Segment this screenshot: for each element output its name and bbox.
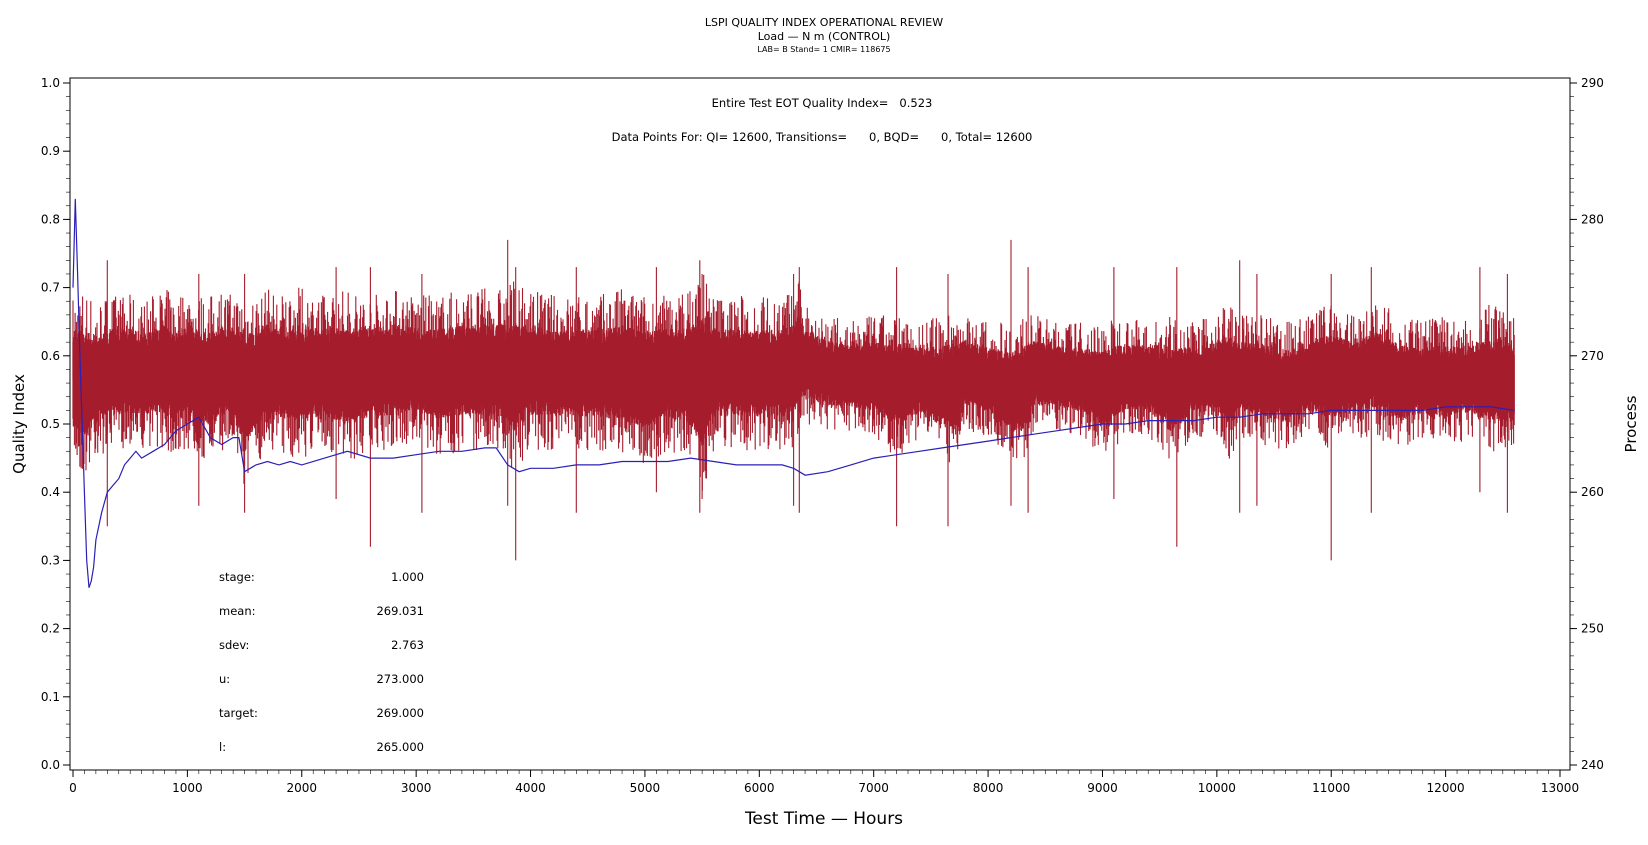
x-tick-label: 8000 bbox=[973, 781, 1004, 795]
y-right-tick-label: 240 bbox=[1581, 758, 1604, 772]
x-tick-label: 4000 bbox=[515, 781, 546, 795]
y-axis-right-label: Process bbox=[1622, 395, 1640, 452]
y-right-tick-label: 270 bbox=[1581, 349, 1604, 363]
y-left-tick-label: 0.8 bbox=[41, 212, 60, 226]
stats-value: 265.000 bbox=[376, 740, 424, 754]
y-left-tick-label: 0.7 bbox=[41, 281, 60, 295]
x-tick-label: 0 bbox=[69, 781, 77, 795]
y-left-tick-label: 0.9 bbox=[41, 144, 60, 158]
y-left-tick-label: 0.0 bbox=[41, 758, 60, 772]
y-left-tick-label: 0.4 bbox=[41, 485, 60, 499]
x-axis: 0 1000 2000 3000 4000 5000 6000 7000 8000 9000 100… bbox=[69, 770, 1579, 795]
x-tick-label: 13000 bbox=[1541, 781, 1579, 795]
y-right-tick-label: 250 bbox=[1581, 622, 1604, 636]
stats-label: mean: bbox=[219, 604, 256, 618]
stats-value: 273.000 bbox=[376, 672, 424, 686]
x-tick-label: 1000 bbox=[172, 781, 203, 795]
y-axis-right: 240 250 260 270 280 290 bbox=[1570, 76, 1604, 772]
y-left-tick-label: 0.1 bbox=[41, 690, 60, 704]
y-axis-left: 0.0 0.1 0.2 0.3 0.4 0.5 0.6 0.7 0.8 0.9 1.0 bbox=[41, 76, 70, 772]
x-tick-label: 12000 bbox=[1427, 781, 1465, 795]
stats-label: l: bbox=[219, 740, 226, 754]
y-right-tick-label: 280 bbox=[1581, 212, 1604, 226]
annotation-eot-quality-index: Entire Test EOT Quality Index= 0.523 bbox=[712, 96, 933, 110]
annotation-data-points: Data Points For: QI= 12600, Transitions=… bbox=[612, 130, 1033, 144]
stats-value: 1.000 bbox=[391, 570, 424, 584]
y-left-tick-label: 0.3 bbox=[41, 553, 60, 567]
y-right-tick-label: 260 bbox=[1581, 485, 1604, 499]
chart-subtitle: Load — N m (CONTROL) bbox=[758, 30, 891, 43]
y-left-tick-label: 0.6 bbox=[41, 349, 60, 363]
stats-label: stage: bbox=[219, 570, 255, 584]
x-tick-label: 11000 bbox=[1312, 781, 1350, 795]
quality-index-series bbox=[72, 198, 1515, 588]
process-series bbox=[72, 239, 1515, 561]
x-tick-label: 3000 bbox=[401, 781, 432, 795]
x-tick-label: 5000 bbox=[630, 781, 661, 795]
x-axis-label: Test Time — Hours bbox=[744, 809, 903, 829]
y-left-tick-label: 1.0 bbox=[41, 76, 60, 90]
x-tick-label: 2000 bbox=[286, 781, 317, 795]
quality-index-line bbox=[72, 198, 1515, 588]
chart-title: LSPI QUALITY INDEX OPERATIONAL REVIEW bbox=[705, 16, 943, 29]
stats-value: 269.031 bbox=[376, 604, 424, 618]
y-axis-left-label: Quality Index bbox=[10, 374, 28, 474]
process-core bbox=[72, 315, 1515, 446]
stats-value: 269.000 bbox=[376, 706, 424, 720]
stats-label: sdev: bbox=[219, 638, 249, 652]
process-spikes bbox=[106, 239, 1508, 561]
y-right-tick-label: 290 bbox=[1581, 76, 1604, 90]
x-tick-label: 7000 bbox=[858, 781, 889, 795]
x-tick-label: 9000 bbox=[1087, 781, 1118, 795]
y-left-tick-label: 0.2 bbox=[41, 622, 60, 636]
chart-subtitle-2: LAB= B Stand= 1 CMIR= 118675 bbox=[757, 45, 890, 54]
stats-label: u: bbox=[219, 672, 230, 686]
x-tick-label: 6000 bbox=[744, 781, 775, 795]
y-left-tick-label: 0.5 bbox=[41, 417, 60, 431]
stats-label: target: bbox=[219, 706, 258, 720]
stats-table: stage: 1.000 mean: 269.031 sdev: 2.763 u: 273.0… bbox=[219, 570, 424, 754]
stats-value: 2.763 bbox=[391, 638, 424, 652]
x-tick-label: 10000 bbox=[1198, 781, 1236, 795]
